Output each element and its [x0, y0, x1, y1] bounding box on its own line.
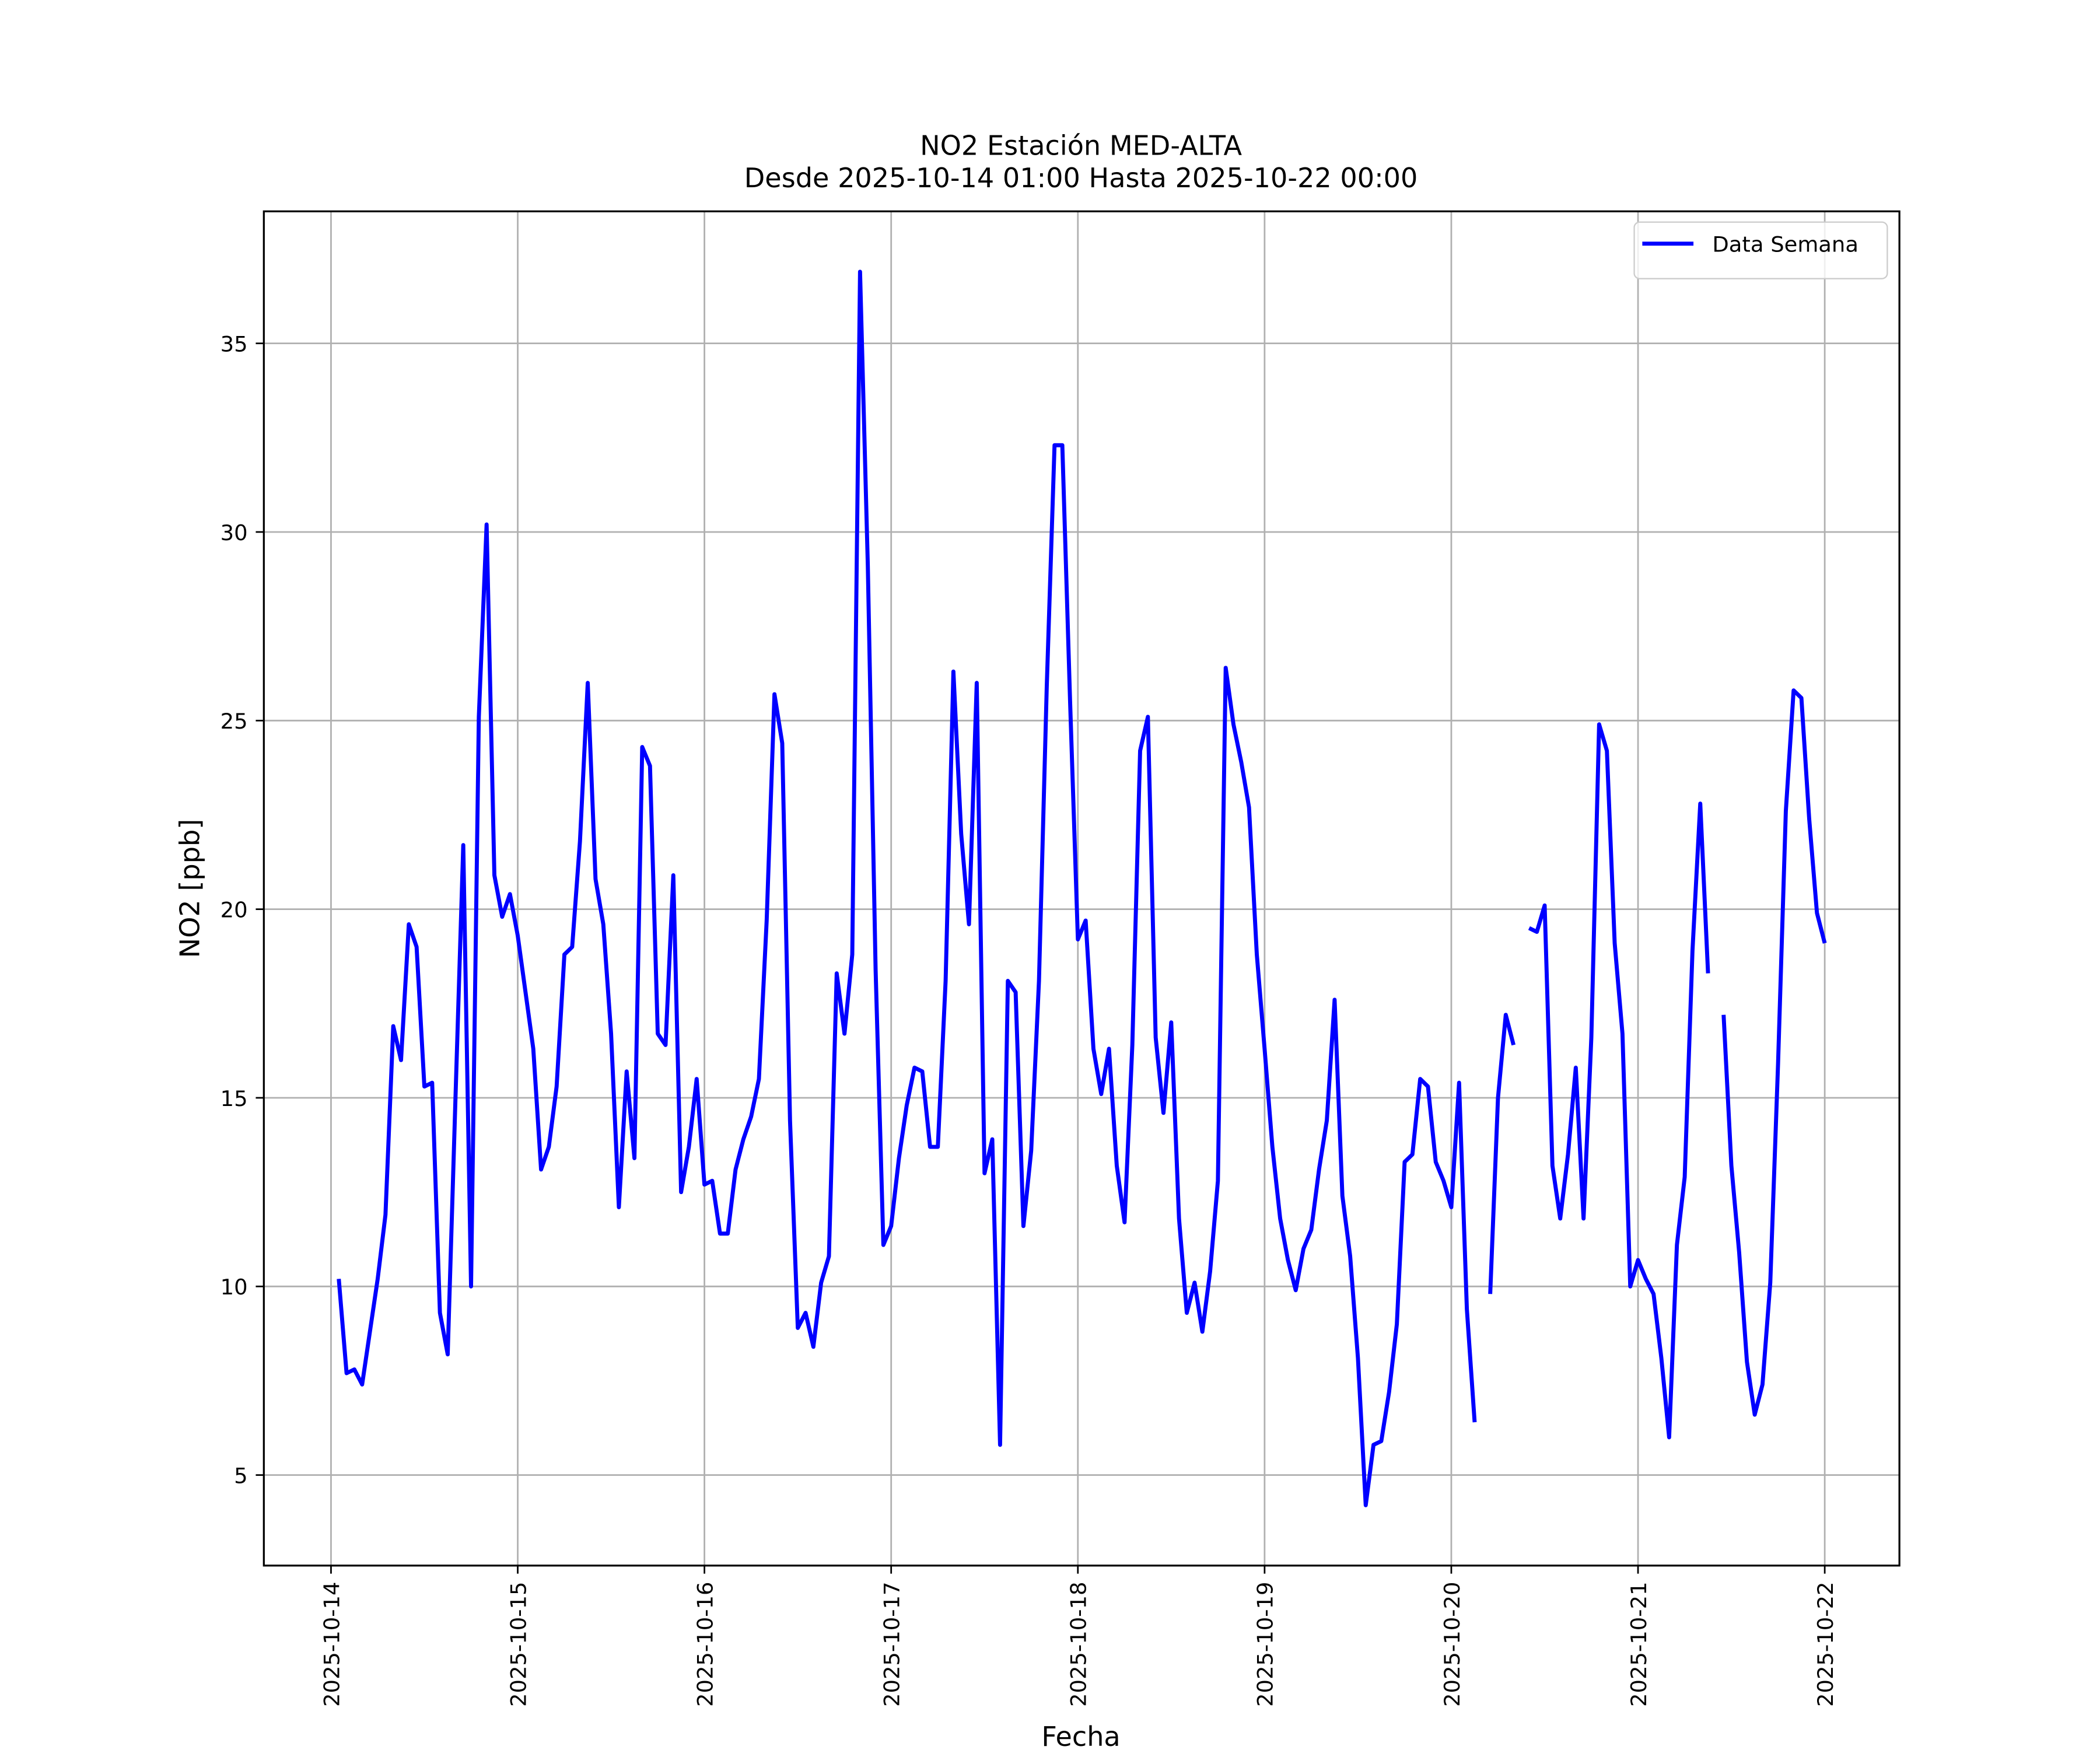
x-tick-label: 2025-10-21 [1626, 1582, 1651, 1707]
x-tick-label: 2025-10-20 [1440, 1582, 1465, 1707]
y-tick-label: 5 [234, 1463, 247, 1488]
data-line [337, 270, 1827, 1507]
chart-title: NO2 Estación MED-ALTA [920, 130, 1242, 161]
y-tick-label: 25 [220, 709, 248, 734]
x-tick-label: 2025-10-15 [506, 1582, 531, 1707]
y-tick-label: 10 [220, 1275, 248, 1300]
x-tick-label: 2025-10-14 [319, 1582, 344, 1707]
x-tick-label: 2025-10-16 [692, 1582, 718, 1707]
legend-box [1633, 221, 1888, 279]
x-tick-label: 2025-10-22 [1813, 1582, 1838, 1707]
x-tick-label: 2025-10-18 [1066, 1582, 1091, 1707]
y-tick-label: 15 [220, 1086, 248, 1111]
y-tick-label: 20 [220, 897, 248, 922]
y-tick-label: 30 [220, 520, 248, 545]
y-axis-label: NO2 [ppb] [174, 819, 206, 958]
x-axis-label: Fecha [1041, 1721, 1120, 1750]
plot-frame [262, 210, 1901, 1567]
x-tick-label: 2025-10-19 [1253, 1582, 1278, 1707]
legend-label: Data Semana [1712, 232, 1859, 257]
x-tick-label: 2025-10-17 [880, 1582, 905, 1707]
y-tick-label: 35 [220, 331, 248, 356]
chart-subtitle: Desde 2025-10-14 01:00 Hasta 2025-10-22 … [744, 162, 1418, 194]
